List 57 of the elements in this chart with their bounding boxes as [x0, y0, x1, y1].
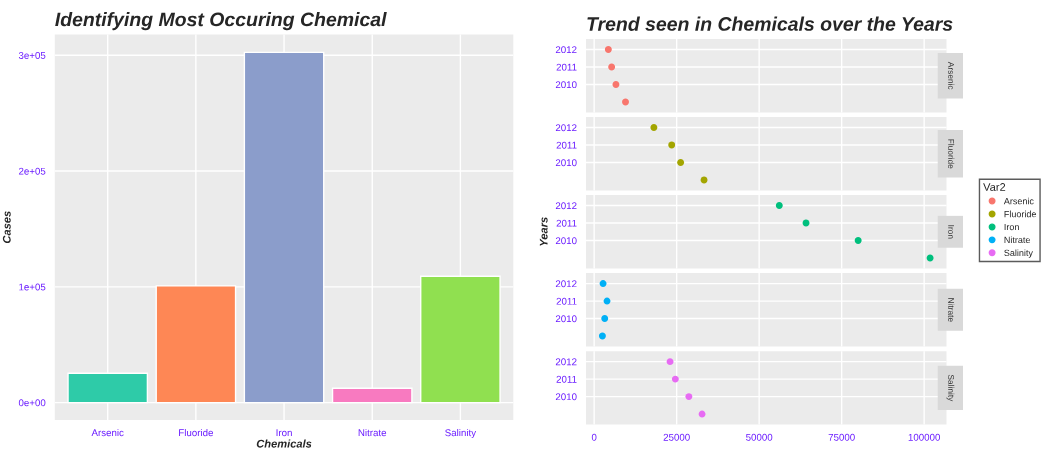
x-tick-label: Fluoride	[179, 429, 214, 437]
legend-label: Salinity	[1004, 249, 1033, 258]
x-tick-label: 50000	[746, 433, 773, 441]
y-tick-label: 2010	[555, 315, 577, 323]
y-tick-label: 2012	[555, 358, 577, 366]
y-tick-label: 2e+05	[18, 167, 46, 175]
point	[685, 393, 693, 401]
y-tick-label: 2010	[555, 81, 577, 89]
y-tick-label: 2011	[556, 141, 577, 149]
point	[775, 202, 783, 210]
legend-label: Nitrate	[1004, 236, 1031, 244]
point	[677, 159, 685, 166]
x-tick-label: 100000	[908, 433, 941, 441]
x-axis-title: Chemicals	[256, 439, 312, 448]
y-tick-label: 2010	[555, 393, 577, 401]
chart-title: Identifying Most Occuring Chemical	[55, 12, 387, 31]
text: Arsenic	[948, 61, 955, 90]
annotation: Salinity	[946, 374, 955, 402]
point	[608, 63, 616, 71]
x-tick-label: Arsenic	[91, 429, 124, 437]
y-tick-label: 2012	[555, 124, 577, 132]
y-tick-label: 3e+05	[18, 52, 46, 59]
text: Nitrate	[948, 298, 955, 322]
y-tick-label: 2012	[555, 280, 577, 288]
text: Fluoride	[948, 139, 955, 169]
y-tick-label: 2010	[555, 159, 577, 167]
point	[650, 124, 658, 132]
point	[854, 237, 862, 245]
y-axis-title: Cases	[2, 211, 11, 244]
point	[622, 98, 629, 106]
y-tick-label: 2010	[555, 237, 577, 245]
legend-label: Iron	[1004, 223, 1019, 231]
y-axis-title: Years	[539, 217, 548, 246]
chart-title: Trend seen in Chemicals over the Years	[587, 16, 953, 31]
legend-label: Fluoride	[1004, 210, 1037, 218]
x-tick-label: 25000	[663, 433, 690, 441]
x-tick-label: Iron	[276, 429, 292, 437]
y-tick-label: 0e+00	[18, 399, 46, 407]
point	[604, 46, 612, 53]
y-tick-label: 2011	[556, 219, 577, 227]
text: Iron	[948, 225, 954, 239]
y-tick-label: 1e+05	[19, 283, 46, 291]
y-tick-label: 2011	[556, 63, 577, 71]
y-tick-label: 2011	[556, 297, 577, 305]
legend-label: Arsenic	[1003, 197, 1034, 205]
x-tick-label: Nitrate	[358, 429, 387, 437]
point	[612, 81, 620, 88]
x-tick-label: Salinity	[445, 429, 477, 439]
x-tick-label: 75000	[828, 433, 855, 441]
y-tick-label: 2012	[555, 202, 577, 210]
point	[666, 358, 674, 366]
x-tick-label: 0	[591, 433, 597, 441]
point	[668, 141, 676, 149]
legend-title: Var2	[983, 183, 1006, 191]
y-tick-label: 2012	[555, 46, 577, 54]
y-tick-label: 2011	[556, 375, 577, 383]
point	[671, 375, 679, 383]
